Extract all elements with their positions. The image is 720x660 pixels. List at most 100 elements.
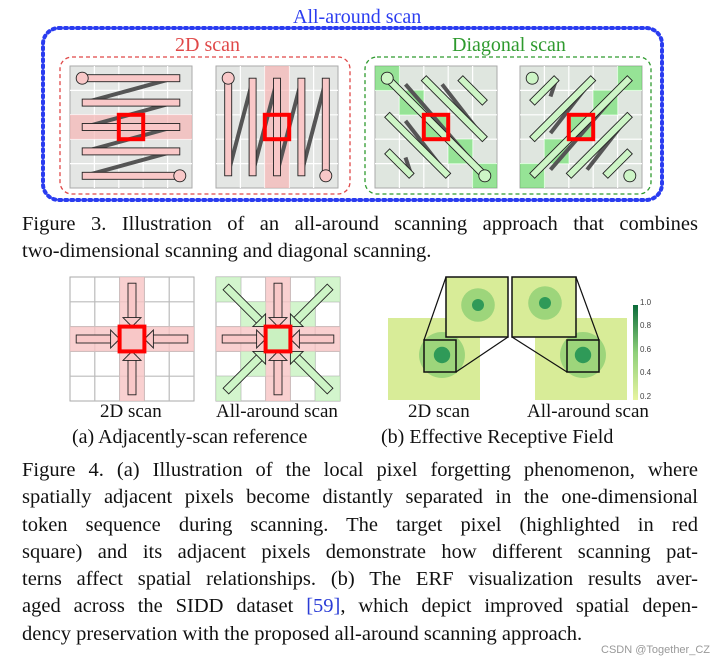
scan-bar: [221, 334, 263, 344]
fig4b-allaround-inset: [512, 277, 576, 337]
scan-connector: [226, 80, 255, 174]
scan-bar: [273, 282, 283, 324]
scan-bar: [602, 148, 633, 179]
diagonal-scan-label: Diagonal scan: [452, 34, 566, 56]
scan-bar: [529, 75, 560, 106]
scan-bar: [75, 334, 117, 344]
caption-line: terns affect spatial relationships. (b) …: [22, 568, 698, 591]
fig3-2d-vertical-panel: [215, 65, 339, 189]
scan-bar: [457, 75, 488, 106]
arrow-head-icon: [121, 350, 143, 361]
scan-bar: [127, 282, 137, 324]
caption-line: Figure 4. (a) Illustration of the local …: [22, 459, 698, 481]
arrow-head-icon: [267, 350, 289, 361]
scan-bar: [81, 123, 181, 131]
scan-bar: [529, 75, 633, 179]
caption-text: aged across the SIDD dataset: [22, 595, 307, 618]
arrow-head-icon: [289, 328, 300, 350]
caption-line: aged across the SIDD dataset [59], which…: [22, 593, 698, 620]
fig4a-label-allaround: All-around scan: [216, 401, 338, 422]
fig4b-2d-inset: [446, 277, 508, 337]
erf-center: [574, 346, 592, 364]
inset-border: [511, 276, 577, 338]
target-pixel-square: [421, 112, 451, 142]
caption-line: spatially adjacent pixels become distant…: [22, 486, 698, 509]
caption-line: dency preservation with the proposed all…: [22, 622, 583, 645]
arrow-head-icon: [256, 328, 267, 350]
scan-bar: [565, 111, 633, 179]
erf-center: [472, 299, 484, 311]
colorbar-tick: 0.2: [640, 392, 652, 401]
scan-bar: [384, 111, 452, 179]
arrow-head-icon: [251, 350, 267, 366]
fig4b-allaround-erf: [535, 318, 627, 400]
erf-center: [539, 297, 551, 309]
figure3-caption: Figure 3. Illustration of an all-around …: [22, 211, 698, 266]
all-around-scan-label: All-around scan: [293, 6, 422, 28]
scan-bar: [297, 77, 306, 177]
fig4a-label-2d: 2D scan: [100, 401, 162, 422]
scan-endpoint-icon: [478, 169, 492, 183]
scan-bar: [147, 334, 189, 344]
2d-scan-label: 2D scan: [175, 34, 240, 56]
colorbar-tick: 0.8: [640, 321, 652, 330]
zoom-line: [423, 276, 447, 341]
figure4-caption: Figure 4. (a) Illustration of the local …: [22, 457, 698, 648]
fig4b-label-2d: 2D scan: [408, 401, 470, 422]
fig4a-2d-panel: [69, 276, 195, 402]
target-pixel-square: [116, 112, 146, 142]
scan-bar: [420, 75, 488, 143]
scan-bar: [81, 171, 181, 180]
scan-bar: [529, 75, 597, 143]
zoom-line: [455, 336, 509, 373]
fig4a-subcaption: (a) Adjacently-scan reference: [72, 426, 308, 448]
target-pixel-square: [117, 324, 147, 354]
arrow-head-icon: [289, 350, 305, 366]
arrow-head-icon: [121, 317, 143, 328]
scan-bar: [81, 98, 181, 107]
scan-endpoint-icon: [380, 71, 394, 85]
citation-link[interactable]: [59]: [306, 595, 341, 618]
fig4a-allaround-panel: [215, 276, 341, 402]
scan-bar: [127, 354, 137, 396]
zoom-line: [575, 276, 600, 341]
fig3-2d-horizontal-panel: [69, 65, 193, 189]
scan-bar: [81, 74, 181, 83]
target-pixel-square: [263, 324, 293, 354]
zoom-box: [423, 339, 457, 373]
scan-connector: [299, 80, 328, 174]
colorbar-tick: 0.4: [640, 368, 652, 377]
arrow-head-icon: [110, 328, 121, 350]
scan-bar: [273, 354, 283, 396]
inset-border: [445, 276, 509, 338]
colorbar: [633, 305, 638, 400]
fig3-diagonal-panel-2: [519, 65, 643, 189]
scan-endpoint-icon: [623, 169, 637, 183]
scan-bar: [248, 77, 257, 177]
erf-center: [433, 346, 451, 364]
fig4b-subcaption: (b) Effective Receptive Field: [381, 426, 614, 448]
caption-line: Figure 3. Illustration of an all-around …: [22, 213, 698, 235]
fig4b-label-allaround: All-around scan: [527, 401, 649, 422]
scan-bar: [384, 148, 415, 179]
highlight-diagonal-cell: [265, 326, 291, 352]
arrow-head-icon: [143, 328, 154, 350]
caption-line: square) and its adjacent pixels demonstr…: [22, 540, 698, 563]
watermark: CSDN @Together_CZ: [601, 644, 710, 656]
scan-endpoint-icon: [75, 71, 89, 85]
target-pixel-square: [262, 112, 292, 142]
caption-line: two-dimensional scanning and diagonal sc…: [22, 240, 432, 263]
zoom-line: [511, 336, 568, 373]
scan-bar: [81, 147, 181, 156]
scan-bar: [224, 77, 233, 177]
scan-bar: [273, 77, 281, 177]
arrow-head-icon: [289, 312, 305, 328]
diagonal-scan-box: [364, 56, 652, 195]
all-around-box: [41, 26, 664, 202]
caption-text: , which depict improved spatial depen-: [340, 595, 698, 618]
scan-endpoint-icon: [173, 169, 187, 183]
fig3-diagonal-panel-1: [374, 65, 498, 189]
scan-endpoint-icon: [525, 71, 539, 85]
scan-bar: [321, 77, 330, 177]
